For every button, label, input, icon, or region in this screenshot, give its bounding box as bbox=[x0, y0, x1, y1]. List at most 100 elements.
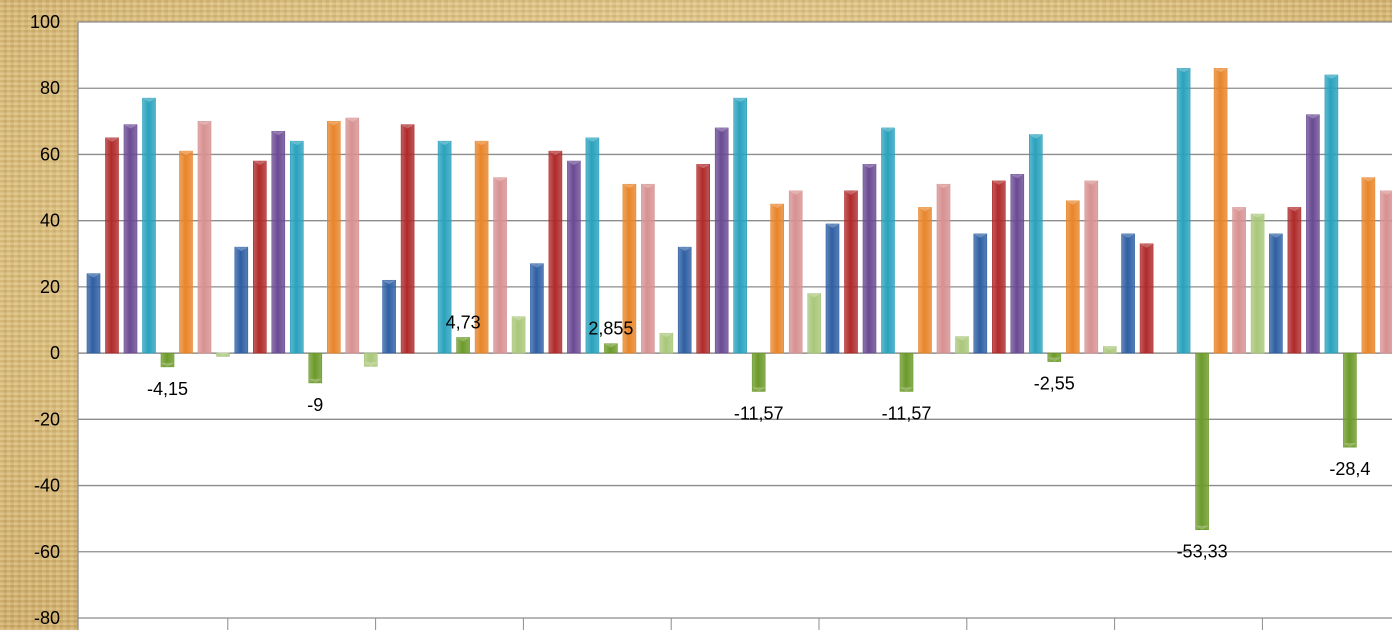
bar-cap bbox=[585, 137, 599, 142]
bar bbox=[918, 207, 932, 354]
bar bbox=[1380, 190, 1392, 354]
bar-cap bbox=[327, 121, 341, 126]
bar-cap bbox=[548, 151, 562, 156]
bar-cap bbox=[124, 124, 137, 129]
bar bbox=[1306, 114, 1320, 354]
bar bbox=[807, 293, 822, 354]
bar bbox=[1361, 177, 1376, 354]
y-tick-label: -40 bbox=[34, 476, 60, 496]
y-tick-label: -20 bbox=[34, 409, 60, 429]
bar bbox=[936, 183, 951, 354]
bar bbox=[1250, 213, 1265, 354]
bar bbox=[326, 121, 341, 354]
bar-cap bbox=[1029, 134, 1043, 139]
bar bbox=[345, 117, 360, 354]
bar bbox=[253, 160, 267, 354]
bar bbox=[474, 140, 489, 354]
bar bbox=[899, 352, 914, 392]
bar-cap bbox=[290, 141, 304, 146]
data-label: -2,55 bbox=[1034, 374, 1075, 394]
bar-cap bbox=[475, 141, 489, 146]
bar-cap bbox=[1084, 180, 1098, 185]
bar-cap bbox=[955, 336, 969, 341]
bar bbox=[105, 137, 119, 354]
bar bbox=[1213, 68, 1228, 354]
bar bbox=[271, 130, 286, 354]
bar bbox=[530, 263, 544, 354]
bar-cap bbox=[696, 164, 710, 169]
bar-cap bbox=[1251, 214, 1265, 219]
bar-cap bbox=[87, 273, 100, 278]
bar bbox=[659, 332, 674, 354]
bar bbox=[1324, 74, 1339, 354]
bar-cap bbox=[1010, 174, 1024, 179]
y-tick-label: -60 bbox=[34, 542, 60, 562]
bar bbox=[400, 124, 415, 354]
bar bbox=[585, 137, 600, 354]
bar bbox=[1029, 134, 1043, 354]
bar-cap bbox=[1269, 233, 1283, 238]
bar-cap bbox=[271, 131, 285, 136]
data-label: -53,33 bbox=[1177, 542, 1228, 562]
bar bbox=[437, 140, 452, 354]
bar bbox=[234, 246, 249, 354]
bar bbox=[622, 183, 637, 354]
bar-cap bbox=[216, 352, 230, 357]
bar bbox=[289, 140, 304, 354]
bar-cap bbox=[789, 190, 803, 195]
bar bbox=[548, 150, 563, 354]
bar bbox=[1232, 207, 1246, 354]
bar bbox=[604, 343, 618, 354]
bar-cap bbox=[364, 362, 378, 367]
data-label: -11,57 bbox=[734, 403, 784, 423]
bar-cap bbox=[382, 280, 396, 285]
bar-cap bbox=[234, 247, 248, 252]
bar bbox=[1343, 352, 1357, 448]
bar bbox=[142, 97, 156, 354]
bars bbox=[86, 68, 1392, 530]
bar-cap bbox=[992, 180, 1006, 185]
bar-cap bbox=[973, 233, 987, 238]
bar-cap bbox=[1306, 114, 1320, 119]
bar-cap bbox=[937, 184, 950, 189]
bar-cap bbox=[161, 362, 174, 367]
y-tick-label: -80 bbox=[34, 608, 60, 628]
bar bbox=[714, 127, 729, 354]
bar bbox=[733, 97, 748, 354]
bar bbox=[862, 164, 877, 354]
bar bbox=[197, 121, 212, 354]
bar-cap bbox=[659, 333, 673, 338]
bar bbox=[511, 316, 526, 354]
bar bbox=[677, 246, 692, 354]
bar-cap bbox=[401, 124, 415, 129]
bar-cap bbox=[752, 387, 766, 392]
bar-cap bbox=[770, 204, 784, 209]
bar-cap bbox=[1287, 207, 1301, 212]
bar-cap bbox=[530, 263, 544, 268]
bar bbox=[1139, 243, 1154, 354]
category-separators bbox=[227, 618, 1263, 630]
bar-cap bbox=[1324, 74, 1338, 79]
bar bbox=[1084, 180, 1099, 354]
bar bbox=[567, 160, 581, 354]
bar-cap bbox=[1140, 243, 1154, 248]
bar bbox=[696, 164, 711, 354]
bar-cap bbox=[1177, 68, 1191, 73]
bar-cap bbox=[807, 293, 821, 298]
bar-cap bbox=[1380, 190, 1392, 195]
bar-cap bbox=[456, 337, 470, 342]
y-tick-label: 20 bbox=[40, 277, 60, 297]
y-tick-label: 100 bbox=[30, 12, 60, 32]
data-label: -4,15 bbox=[147, 379, 188, 399]
y-tick-label: 60 bbox=[40, 144, 60, 164]
bar bbox=[179, 150, 193, 354]
bar-cap bbox=[438, 141, 452, 146]
bar bbox=[973, 233, 988, 354]
bar-cap bbox=[1214, 68, 1228, 73]
y-tick-label: 80 bbox=[40, 78, 60, 98]
bar bbox=[1103, 346, 1117, 354]
bar-cap bbox=[179, 151, 193, 156]
bar bbox=[1121, 233, 1135, 354]
bar bbox=[1066, 200, 1080, 354]
